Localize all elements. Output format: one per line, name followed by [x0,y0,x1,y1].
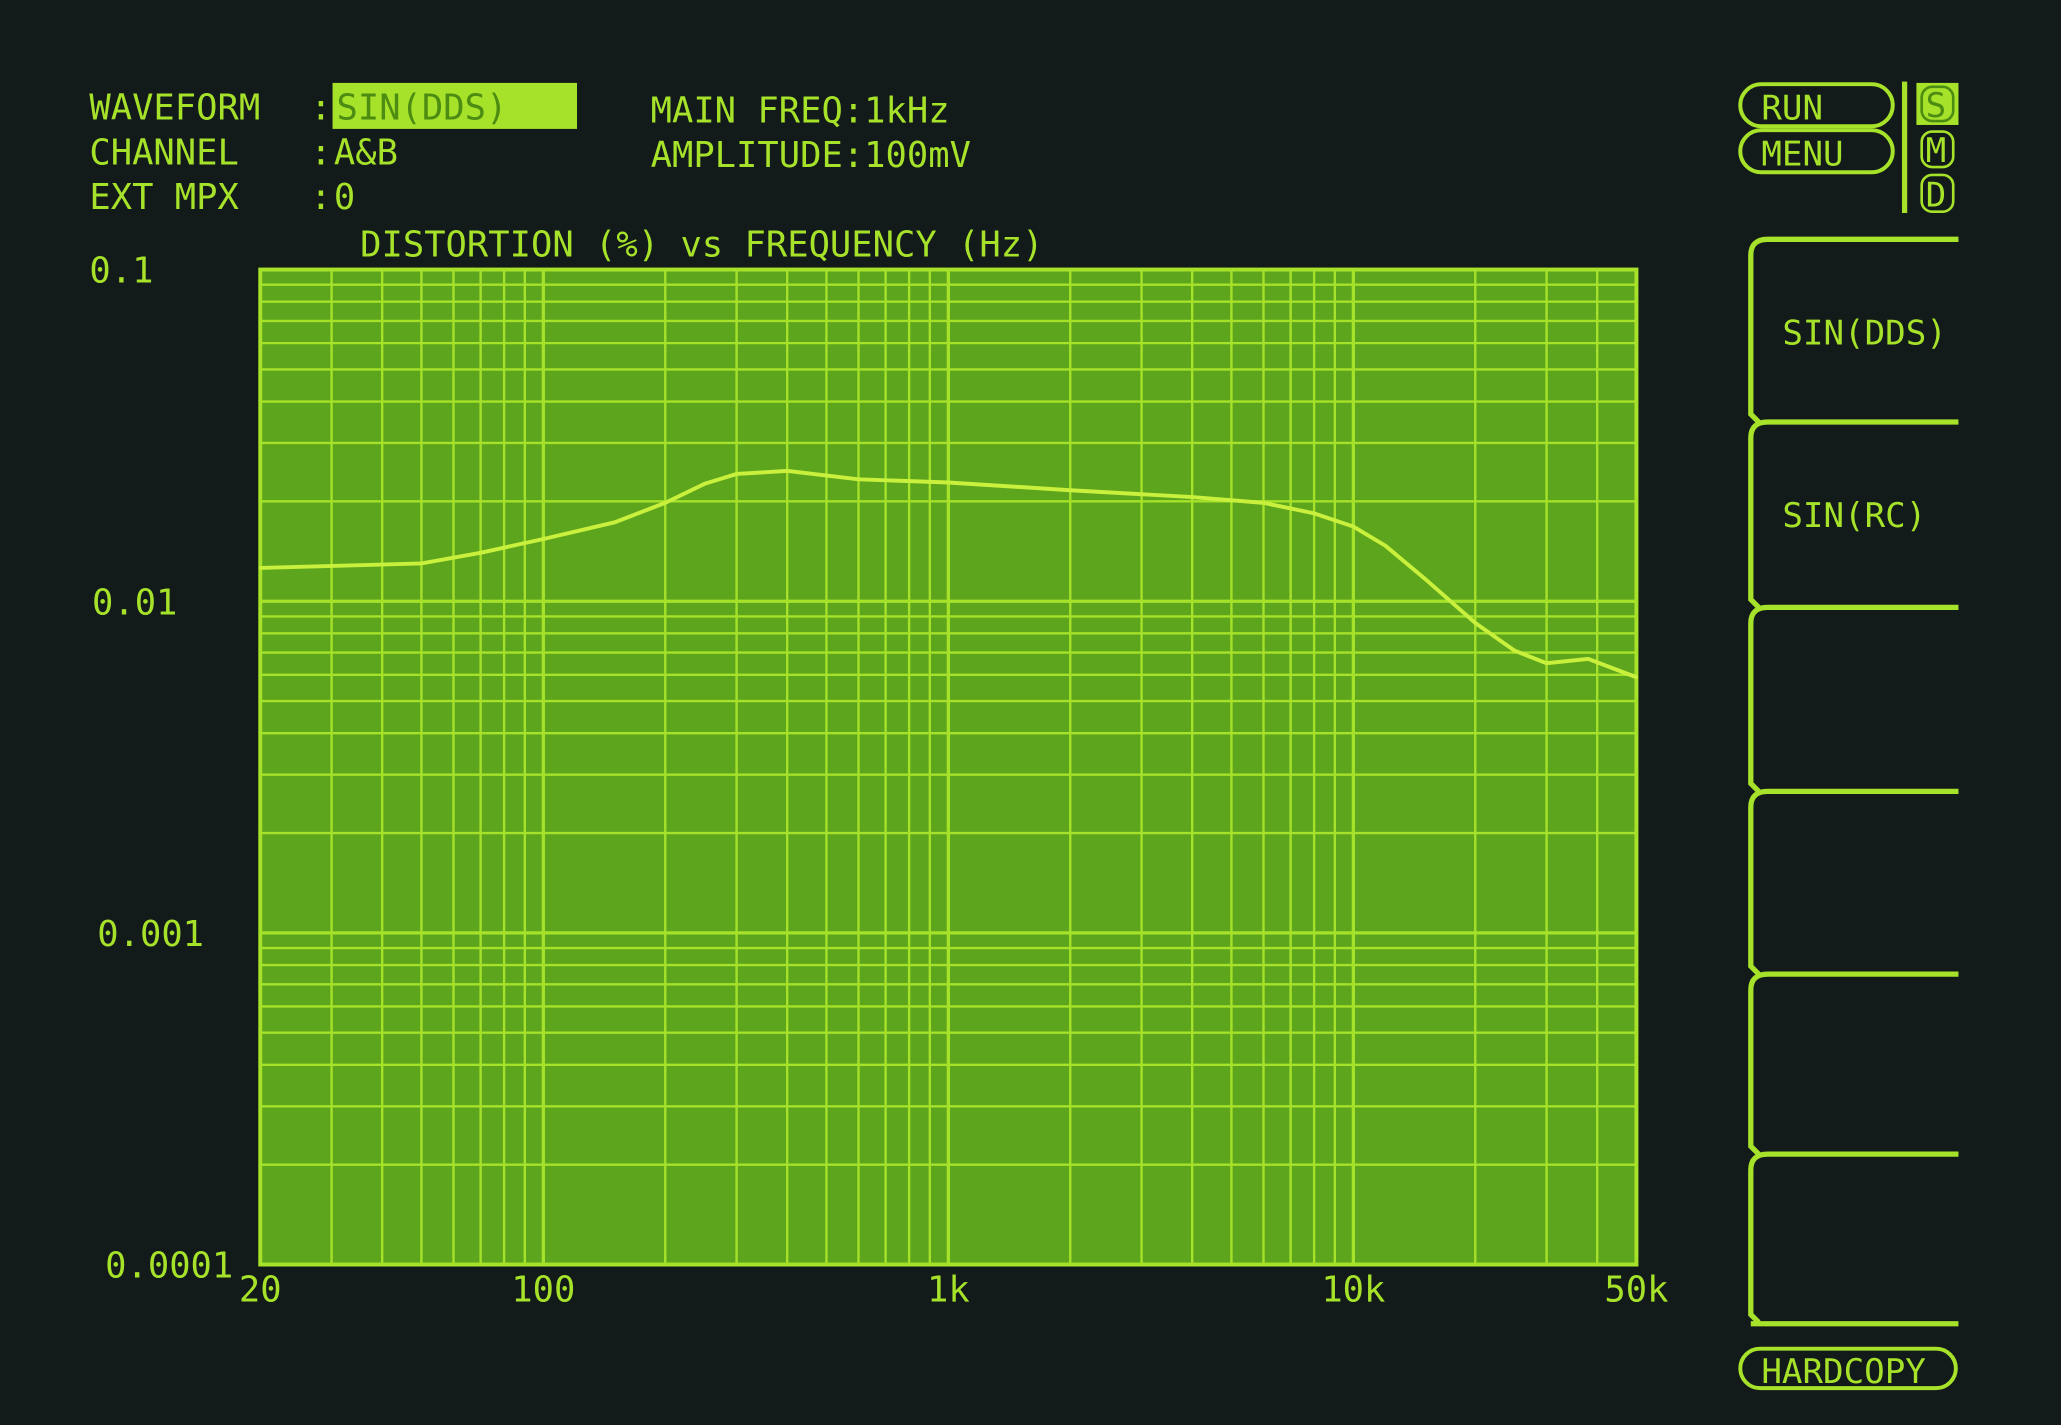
hardcopy-label: HARDCOPY [1761,1352,1926,1392]
waveform-sep: : [310,88,331,129]
waveform-highlight[interactable] [332,82,578,129]
data-point [1190,495,1194,499]
ext-mpx-value: 0 [334,177,355,218]
softkey-4[interactable] [1748,788,1959,976]
mode-indicator-m: M [1920,130,1955,171]
ext-mpx-sep: : [310,177,331,218]
y-tick-labels: 0.1 0.01 0.001 0.0001 [89,251,233,1287]
data-point [785,469,789,473]
x-tick-label: 10k [1321,1269,1385,1310]
menu-label: MENU [1761,135,1843,175]
grid [258,267,1639,1267]
data-point [541,537,545,541]
mode-m-label: M [1926,131,1947,171]
softkey-column: SIN(DDS) SIN(RC) [1748,236,1959,1327]
data-point [1634,675,1639,679]
softkey-2[interactable]: SIN(RC) [1748,419,1959,610]
channel-sep: : [310,132,331,173]
menu-button[interactable]: MENU [1738,128,1895,175]
y-tick-label: 0.01 [92,582,177,623]
x-tick-labels: 20 100 1k 10k 50k [239,1269,1669,1310]
softkey-1[interactable]: SIN(DDS) [1748,236,1959,424]
mode-indicator-d: D [1920,173,1955,215]
waveform-label: WAVEFORM [89,88,260,129]
data-point [663,501,667,505]
y-tick-label: 0.1 [89,251,153,292]
data-point [1586,657,1590,661]
data-point [1351,524,1355,529]
y-tick-label: 0.001 [97,914,204,955]
x-tick-label: 50k [1604,1269,1668,1310]
y-tick-label: 0.0001 [105,1246,233,1287]
chart-title: DISTORTION (%) vs FREQUENCY (Hz) [360,224,1043,265]
channel-label: CHANNEL [89,132,238,173]
data-point [258,566,262,570]
data-point [1312,511,1316,515]
data-point [735,472,739,476]
run-button[interactable]: RUN [1738,82,1895,129]
data-point [1545,661,1549,665]
hardcopy-button[interactable]: HARDCOPY [1738,1346,1958,1392]
data-point [1383,544,1388,548]
data-point [1512,648,1517,653]
distortion-curve [258,468,1639,680]
x-tick-label: 1k [927,1269,970,1310]
data-point [419,561,423,565]
data-point [946,480,950,485]
main-freq: MAIN FREQ:1kHz [651,90,950,131]
data-point [479,551,483,555]
mode-indicator-s: S [1916,82,1959,126]
mode-divider [1901,81,1908,214]
run-label: RUN [1761,89,1823,129]
data-point [613,520,617,524]
data-point [856,477,861,481]
amplitude: AMPLITUDE:100mV [651,135,971,176]
data-point [702,482,707,486]
x-tick-label: 20 [239,1269,282,1310]
softkey-5[interactable] [1748,971,1959,1157]
data-point [1473,621,1477,625]
data-point [1068,488,1072,492]
mode-d-label: D [1926,175,1947,215]
status-header: WAVEFORM : SIN(DDS) CHANNEL : A&B EXT MP… [89,82,971,218]
data-point [1261,501,1266,505]
channel-value: A&B [334,132,398,173]
plot-border [258,267,1639,1267]
x-tick-label: 100 [511,1269,575,1310]
softkey-3[interactable] [1748,604,1959,794]
softkey-label: SIN(RC) [1782,496,1926,536]
ext-mpx-label: EXT MPX [89,177,239,218]
data-point [1423,577,1427,581]
softkey-6[interactable] [1748,1151,1959,1327]
waveform-value: SIN(DDS) [336,88,507,129]
mode-s-label: S [1926,86,1947,126]
softkey-label: SIN(DDS) [1782,313,1947,353]
